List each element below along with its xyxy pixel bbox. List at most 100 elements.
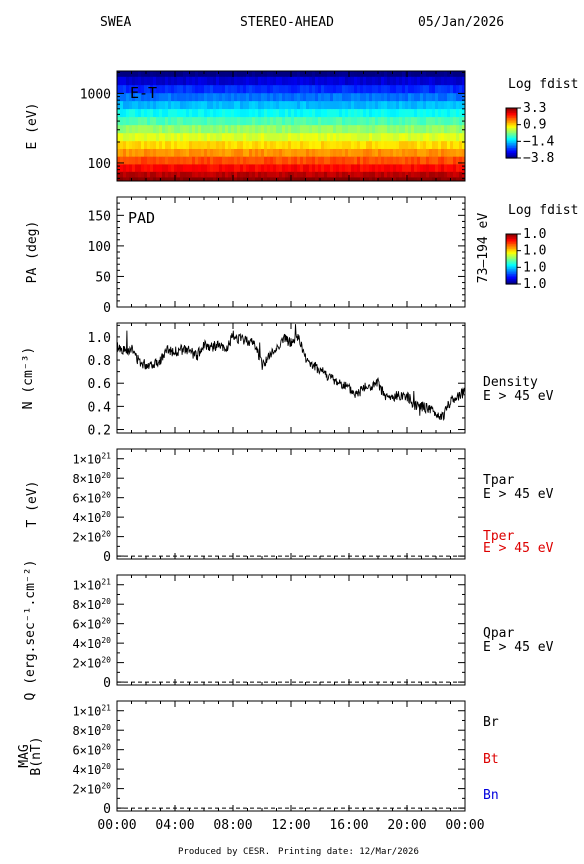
et-heatmap-cell [411,141,415,150]
et-heatmap-cell [144,117,148,126]
et-heatmap-cell [249,109,253,118]
et-heatmap-cell [321,71,325,78]
et-heatmap-cell [372,177,376,182]
et-heatmap-cell [318,156,322,165]
et-heatmap-cell [423,164,427,173]
et-heatmap-cell [255,164,259,173]
et-heatmap-cell [447,109,451,118]
et-heatmap-cell [285,177,289,182]
et-heatmap-cell [420,76,424,86]
et-heatmap-cell [291,141,295,150]
et-heatmap-cell [204,177,208,182]
et-heatmap-cell [369,117,373,126]
et-heatmap-cell [303,133,307,142]
et-heatmap-cell [348,85,352,94]
et-heatmap-cell [351,125,355,134]
et-heatmap-cell [399,164,403,173]
temperature-ytick-exponent: 20 [101,471,111,480]
et-heatmap-cell [210,125,214,134]
et-heatmap-cell [192,171,196,178]
heatflux-ytick-exponent: 20 [101,636,111,645]
et-heatmap-cell [246,141,250,150]
et-heatmap-cell [450,141,454,150]
et-heatmap-cell [231,141,235,150]
et-heatmap-cell [453,101,457,110]
et-heatmap-cell [198,156,202,165]
et-heatmap-cell [294,109,298,118]
et-heatmap-cell [207,117,211,126]
et-heatmap-cell [333,156,337,165]
et-heatmap-cell [189,125,193,134]
et-heatmap-cell [198,133,202,142]
et-heatmap-cell [417,85,421,94]
et-heatmap-cell [360,156,364,165]
et-heatmap-cell [399,76,403,86]
et-heatmap-cell [180,71,184,78]
et-heatmap-cell [273,141,277,150]
et-heatmap-cell [375,133,379,142]
et-heatmap-cell [213,85,217,94]
et-heatmap-cell [462,148,466,158]
et-heatmap-cell [222,125,226,134]
et-heatmap-cell [441,171,445,178]
et-heatmap-cell [345,125,349,134]
et-heatmap-cell [288,148,292,158]
et-heatmap-cell [453,156,457,165]
et-heatmap-cell [267,109,271,118]
et-heatmap-cell [225,177,229,182]
pad-colorbar-cell [506,234,517,237]
et-heatmap-cell [402,101,406,110]
et-heatmap-cell [429,85,433,94]
et-heatmap-cell [264,156,268,165]
pad-colorbar-label: 1.0 [523,244,546,259]
et-heatmap-cell [249,164,253,173]
et-heatmap-cell [219,148,223,158]
et-heatmap-cell [273,76,277,86]
et-heatmap-cell [423,141,427,150]
et-heatmap-cell [393,125,397,134]
et-heatmap-cell [459,156,463,165]
et-heatmap-cell [255,85,259,94]
et-heatmap-cell [156,109,160,118]
et-heatmap-cell [381,125,385,134]
et-heatmap-cell [387,164,391,173]
et-heatmap-cell [369,125,373,134]
et-heatmap-cell [366,177,370,182]
et-heatmap-cell [315,141,319,150]
et-heatmap-cell [261,76,265,86]
et-heatmap-cell [387,177,391,182]
et-heatmap-cell [369,156,373,165]
pad-ytick-label: 150 [88,209,111,224]
et-heatmap-cell [339,76,343,86]
et-heatmap-cell [312,85,316,94]
et-heatmap-cell [330,177,334,182]
et-heatmap-cell [255,93,259,102]
et-heatmap-cell [156,125,160,134]
et-heatmap-cell [201,125,205,134]
et-heatmap-cell [288,156,292,165]
et-heatmap-cell [225,117,229,126]
et-heatmap-cell [384,101,388,110]
et-heatmap-cell [246,101,250,110]
et-heatmap-cell [393,133,397,142]
et-heatmap-cell [294,133,298,142]
et-heatmap-cell [195,177,199,182]
time-tick-label: 04:00 [155,818,194,833]
et-heatmap-cell [411,156,415,165]
et-heatmap-cell [435,133,439,142]
et-heatmap-cell [378,156,382,165]
et-heatmap-cell [291,148,295,158]
heatflux-ytick-label: 4×1020 [72,636,111,651]
et-heatmap-cell [252,171,256,178]
et-heatmap-cell [270,133,274,142]
pad-colorbar-label: 1.0 [523,277,546,292]
et-heatmap-cell [258,177,262,182]
et-heatmap-cell [255,171,259,178]
et-heatmap-cell [225,171,229,178]
et-colorbar-cell [506,134,517,137]
et-heatmap-cell [456,117,460,126]
heatflux-ytick-label: 6×1020 [72,617,111,632]
et-heatmap-cell [252,148,256,158]
et-heatmap-cell [330,133,334,142]
et-heatmap-cell [306,109,310,118]
